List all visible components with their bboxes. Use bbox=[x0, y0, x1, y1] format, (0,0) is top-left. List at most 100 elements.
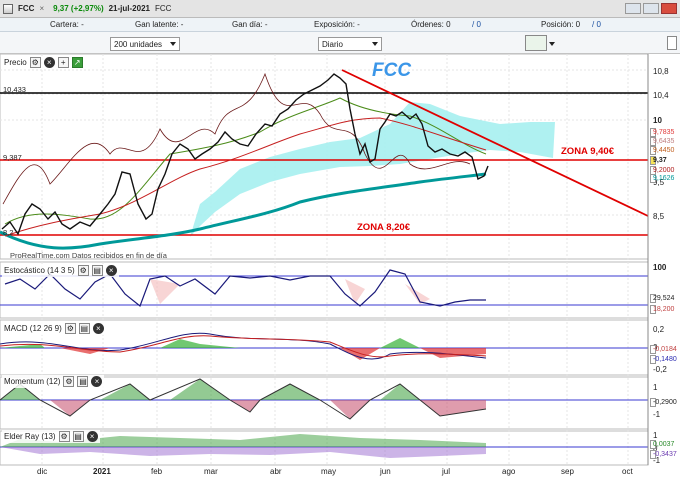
price-panel-label: Precio bbox=[4, 58, 27, 67]
wrench-icon[interactable]: ⚙ bbox=[64, 323, 76, 334]
wrench-icon[interactable]: ⚙ bbox=[63, 376, 75, 387]
expand-icon[interactable] bbox=[667, 36, 677, 50]
maximize-button[interactable] bbox=[643, 3, 659, 14]
level-label-820: 8,2 bbox=[3, 228, 14, 237]
y-tick: 9,5 bbox=[653, 178, 665, 187]
date-label: 21-jul-2021 bbox=[108, 4, 150, 13]
close-icon[interactable]: × bbox=[39, 4, 45, 13]
data-source-note: ProRealTime.com Datos recibidos en fin d… bbox=[10, 251, 167, 260]
indicator-icon[interactable]: ↗ bbox=[71, 57, 83, 68]
zone-820-label: ZONA 8,20€ bbox=[357, 222, 410, 233]
y-tick: 1 bbox=[653, 383, 658, 392]
quantity-value: 200 unidades bbox=[114, 39, 163, 49]
x-tick: ago bbox=[502, 467, 516, 476]
period-select[interactable]: Diario bbox=[318, 37, 382, 51]
ordenes-extra[interactable]: / 0 bbox=[472, 20, 481, 29]
chevron-down-icon bbox=[372, 42, 378, 46]
value-tag: 29,524 bbox=[650, 294, 674, 303]
title-bar: FCC × 9,37 (+2,97%) 21-jul-2021 FCC bbox=[0, 0, 680, 18]
settings-icon[interactable]: ▤ bbox=[77, 376, 89, 387]
momentum-chart bbox=[0, 378, 648, 420]
control-bar: 200 unidades Diario bbox=[0, 32, 680, 54]
x-tick: 2021 bbox=[93, 467, 111, 476]
gan-latente-label: Gan latente: - bbox=[135, 20, 184, 29]
close-window-button[interactable] bbox=[661, 3, 677, 14]
zone-940-label: ZONA 9,40€ bbox=[561, 146, 614, 157]
downtrend-line bbox=[341, 69, 649, 217]
value-tag: -0,2900 bbox=[650, 398, 677, 407]
value-tag: 0,0037 bbox=[650, 440, 674, 449]
x-tick: jul bbox=[442, 467, 451, 476]
y-tick: 100 bbox=[653, 263, 667, 272]
ichimoku-cloud bbox=[190, 102, 555, 237]
gan-dia-label: Gan día: - bbox=[232, 20, 268, 29]
wrench-icon[interactable]: ⚙ bbox=[58, 431, 70, 442]
x-tick: sep bbox=[561, 467, 574, 476]
value-tag: -0,3437 bbox=[650, 450, 677, 459]
posicion-extra[interactable]: / 0 bbox=[592, 20, 601, 29]
price-tag-current: 9,37 bbox=[650, 156, 667, 165]
y-tick: -1 bbox=[653, 410, 661, 419]
posicion-label: Posición: 0 bbox=[541, 20, 581, 29]
cartera-label: Cartera: - bbox=[50, 20, 84, 29]
elder-panel-header: Elder Ray (13) ⚙ ▤ × bbox=[2, 430, 100, 443]
macd-chart bbox=[0, 332, 648, 360]
macd-panel-label: MACD (12 26 9) bbox=[4, 324, 62, 333]
stoch-panel-header: Estocástico (14 3 5) ⚙ ▤ × bbox=[2, 264, 119, 277]
value-tag: -0,1480 bbox=[650, 355, 677, 364]
y-tick: 1 bbox=[653, 431, 658, 440]
value-tag: 18,200 bbox=[650, 305, 674, 314]
x-tick: mar bbox=[204, 467, 218, 476]
price-tag: 9,7835 bbox=[650, 128, 674, 137]
y-tick: 10,4 bbox=[653, 91, 669, 100]
wrench-icon[interactable]: ⚙ bbox=[77, 265, 89, 276]
price-change: 9,37 (+2,97%) bbox=[53, 4, 104, 13]
macd-panel-header: MACD (12 26 9) ⚙ ▤ × bbox=[2, 322, 106, 335]
x-tick: abr bbox=[270, 467, 282, 476]
moving-average-red bbox=[4, 117, 487, 237]
y-tick: 0,2 bbox=[653, 325, 665, 334]
close-icon[interactable]: × bbox=[105, 265, 117, 276]
add-icon[interactable]: + bbox=[57, 57, 69, 68]
symbol-label: FCC bbox=[18, 4, 35, 13]
window-controls bbox=[625, 3, 677, 14]
level-label-9387: 9,387 bbox=[3, 153, 22, 162]
y-tick: 8,5 bbox=[653, 212, 665, 221]
elder-panel-label: Elder Ray (13) bbox=[4, 432, 56, 441]
tool-dropdown-icon[interactable] bbox=[549, 42, 555, 46]
x-tick: oct bbox=[622, 467, 633, 476]
settings-icon[interactable]: ▤ bbox=[78, 323, 90, 334]
settings-icon[interactable]: ▤ bbox=[91, 265, 103, 276]
chevron-down-icon bbox=[170, 42, 176, 46]
close-icon[interactable]: × bbox=[43, 57, 55, 68]
price-tag: 9,4450 bbox=[650, 146, 674, 155]
quantity-select[interactable]: 200 unidades bbox=[110, 37, 180, 51]
elder-ray-chart bbox=[0, 434, 648, 458]
close-icon[interactable]: × bbox=[92, 323, 104, 334]
x-tick: feb bbox=[151, 467, 163, 476]
x-tick: jun bbox=[380, 467, 391, 476]
chart-area bbox=[0, 54, 649, 466]
code-label: FCC bbox=[154, 4, 172, 13]
minimize-button[interactable] bbox=[625, 3, 641, 14]
y-tick: 10,8 bbox=[653, 67, 669, 76]
close-icon[interactable]: × bbox=[86, 431, 98, 442]
wrench-icon[interactable]: ⚙ bbox=[29, 57, 41, 68]
portfolio-info-bar: Cartera: - Gan latente: - Gan día: - Exp… bbox=[0, 18, 680, 32]
chart-icon bbox=[3, 3, 13, 14]
close-icon[interactable]: × bbox=[91, 376, 103, 387]
level-label-10433: 10,433 bbox=[3, 85, 26, 94]
price-series bbox=[1, 73, 489, 236]
price-tag: 9,6435 bbox=[650, 137, 674, 146]
watermark-symbol: FCC bbox=[372, 60, 412, 81]
moving-average-short-green bbox=[4, 97, 487, 225]
value-tag: -0,0184 bbox=[650, 345, 677, 354]
x-tick: dic bbox=[37, 467, 48, 476]
x-tick: may bbox=[321, 467, 337, 476]
stoch-panel-label: Estocástico (14 3 5) bbox=[4, 266, 75, 275]
ordenes-label: Órdenes: 0 bbox=[411, 20, 451, 29]
momentum-panel-label: Momentum (12) bbox=[4, 377, 61, 386]
candlestick-tool-icon[interactable] bbox=[525, 35, 547, 51]
settings-icon[interactable]: ▤ bbox=[72, 431, 84, 442]
price-panel-header: Precio ⚙ × + ↗ bbox=[2, 56, 85, 69]
